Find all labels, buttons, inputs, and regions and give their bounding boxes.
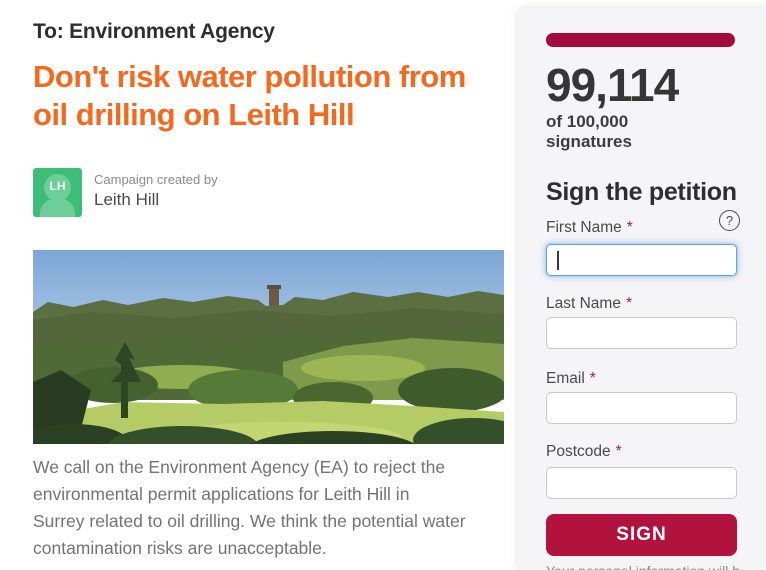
avatar-person-head-icon <box>44 174 71 201</box>
leith-hill-landscape-photo <box>33 250 504 444</box>
petition-recipient: To: Environment Agency <box>33 20 275 43</box>
required-asterisk: * <box>589 370 596 387</box>
email-input-wrap <box>546 392 737 424</box>
signature-goal: of 100,000 <box>546 112 629 131</box>
last-name-input-wrap <box>546 317 737 349</box>
description-line: environmental permit applications for Le… <box>33 484 410 504</box>
description-line: We call on the Environment Agency (EA) t… <box>33 457 446 477</box>
privacy-disclaimer-clipped: Your personal information will b <box>546 563 740 570</box>
text-cursor <box>557 251 559 270</box>
postcode-input-wrap <box>546 467 737 499</box>
petition-description: We call on the Environment Agency (EA) t… <box>33 454 504 562</box>
sign-button[interactable]: SIGN <box>546 514 737 556</box>
signature-progress-bar <box>546 33 737 47</box>
signatures-label: signatures <box>546 132 632 151</box>
petition-title: Don't risk water pollution from oil dril… <box>33 59 466 132</box>
help-question-icon[interactable]: ? <box>719 210 740 231</box>
petition-main-column: To: Environment Agency Don't risk water … <box>33 0 504 570</box>
required-asterisk: * <box>615 443 622 460</box>
email-label: Email * <box>546 370 596 387</box>
last-name-label: Last Name * <box>546 295 632 312</box>
creator-name: Leith Hill <box>94 190 160 209</box>
campaign-creator-row: LH Campaign created by Leith Hill <box>33 168 218 217</box>
signature-progress-fill <box>546 33 736 47</box>
sign-petition-heading: Sign the petition <box>546 178 737 206</box>
last-name-input[interactable] <box>546 317 737 349</box>
avatar-initials: LH <box>49 179 66 193</box>
required-asterisk: * <box>626 219 633 236</box>
postcode-input[interactable] <box>546 467 737 499</box>
creator-text-block: Campaign created by Leith Hill <box>94 168 218 210</box>
first-name-input[interactable] <box>546 244 737 276</box>
postcode-label: Postcode * <box>546 443 622 460</box>
first-name-label: First Name * <box>546 219 633 236</box>
avatar-person-shoulders-icon <box>40 198 75 217</box>
sign-petition-content: 99,114 of 100,000 signatures Sign the pe… <box>546 8 740 570</box>
description-line: contamination risks are unacceptable. <box>33 538 327 558</box>
email-input[interactable] <box>546 392 737 424</box>
creator-avatar: LH <box>33 168 82 217</box>
first-name-input-wrap <box>546 244 737 276</box>
sign-petition-panel: 99,114 of 100,000 signatures Sign the pe… <box>518 8 766 570</box>
creator-label: Campaign created by <box>94 172 218 187</box>
signature-count: 99,114 <box>546 59 679 111</box>
description-line: Surrey related to oil drilling. We think… <box>33 511 466 531</box>
required-asterisk: * <box>625 295 632 312</box>
